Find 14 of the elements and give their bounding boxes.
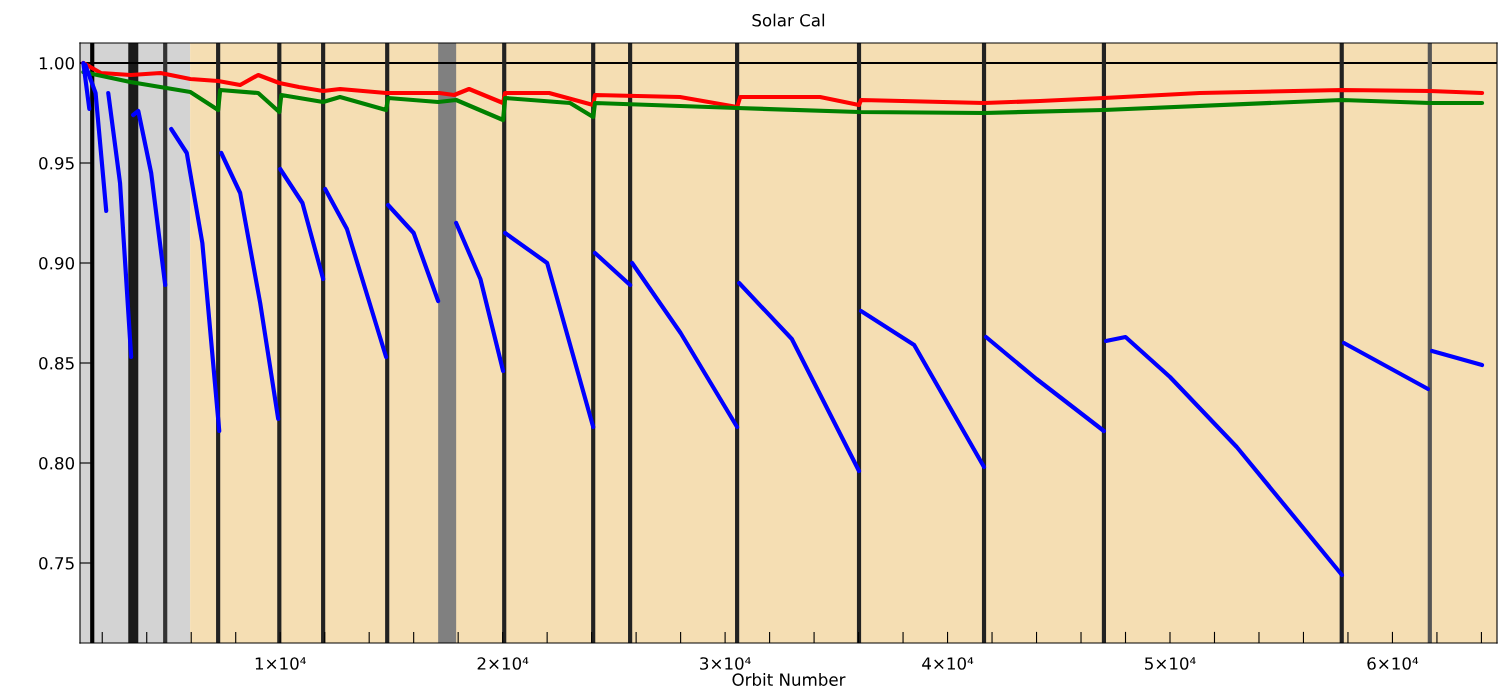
x-tick-label: 5×10⁴ — [1145, 657, 1196, 670]
x-tick-label: 4×10⁴ — [922, 657, 974, 670]
x-axis-title: Orbit Number — [732, 673, 846, 686]
y-tick-label: 0.75 — [39, 556, 74, 570]
x-tick-label: 2×10⁴ — [477, 657, 529, 670]
y-tick-label: 0.90 — [39, 256, 75, 270]
x-tick-label: 1×10⁴ — [255, 657, 306, 670]
y-tick-label: 0.85 — [39, 356, 74, 370]
y-tick-label: 0.95 — [39, 156, 74, 170]
y-tick-label: 1.00 — [39, 56, 75, 70]
y-tick-label: 0.80 — [39, 456, 75, 470]
x-tick-label: 3×10⁴ — [700, 657, 751, 670]
chart-title: Solar Cal — [752, 13, 825, 27]
x-tick-label: 6×10⁴ — [1367, 657, 1419, 670]
